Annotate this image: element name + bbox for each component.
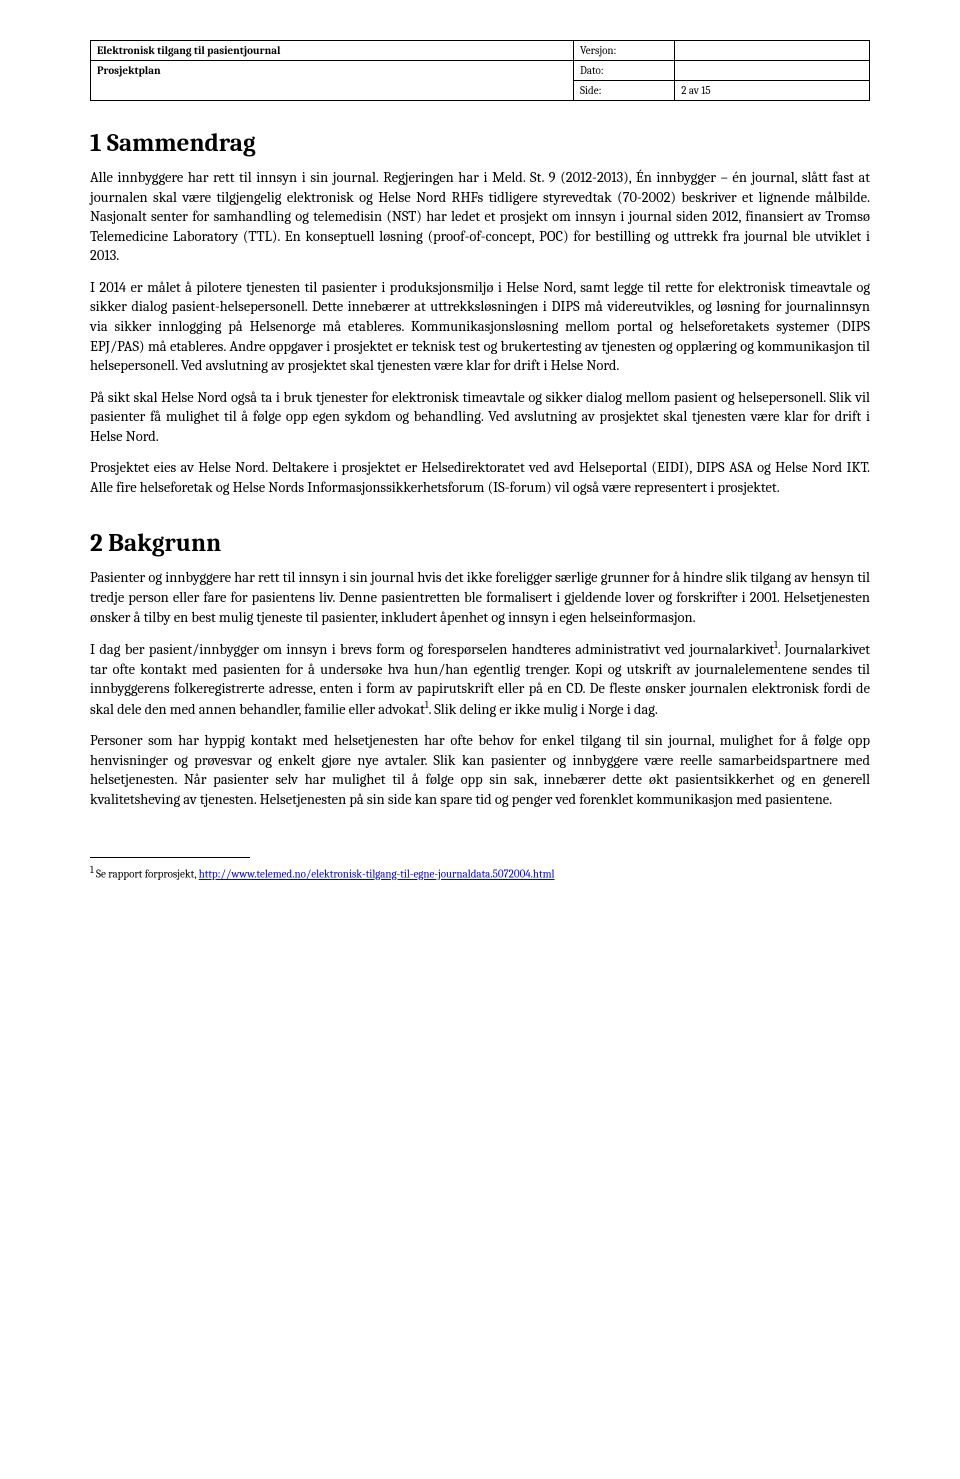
page-value: 2 av 15 [675,81,870,101]
section-1-paragraph-4: Prosjektet eies av Helse Nord. Deltakere… [90,458,870,497]
section-2-heading: 2 Bakgrunn [90,529,870,558]
section-2-paragraph-1: Pasienter og innbyggere har rett til inn… [90,568,870,627]
footnote-divider [90,857,250,858]
section-1-heading: 1 Sammendrag [90,129,870,158]
doc-title-cell: Elektronisk tilgang til pasientjournal [91,41,574,61]
footnote-link[interactable]: http://www.telemed.no/elektronisk-tilgan… [199,868,555,881]
footnote-1: 1 Se rapport forprosjekt, http://www.tel… [90,864,870,883]
document-header-table: Elektronisk tilgang til pasientjournal V… [90,40,870,101]
section-1-paragraph-3: På sikt skal Helse Nord også ta i bruk t… [90,388,870,447]
p2-part-a: I dag ber pasient/innbygger om innsyn i … [90,641,774,658]
version-label: Versjon: [573,41,674,61]
p2-part-c: . Slik deling er ikke mulig i Norge i da… [428,700,657,717]
section-1-paragraph-1: Alle innbyggere har rett til innsyn i si… [90,168,870,266]
section-2-paragraph-3: Personer som har hyppig kontakt med hels… [90,731,870,809]
date-value [675,61,870,81]
doc-subtitle-cell: Prosjektplan [91,61,574,101]
page-label: Side: [573,81,674,101]
section-2-paragraph-2: I dag ber pasient/innbygger om innsyn i … [90,639,870,719]
version-value [675,41,870,61]
section-1-paragraph-2: I 2014 er målet å pilotere tjenesten til… [90,278,870,376]
date-label: Dato: [573,61,674,81]
footnote-text: Se rapport forprosjekt, [94,868,199,881]
